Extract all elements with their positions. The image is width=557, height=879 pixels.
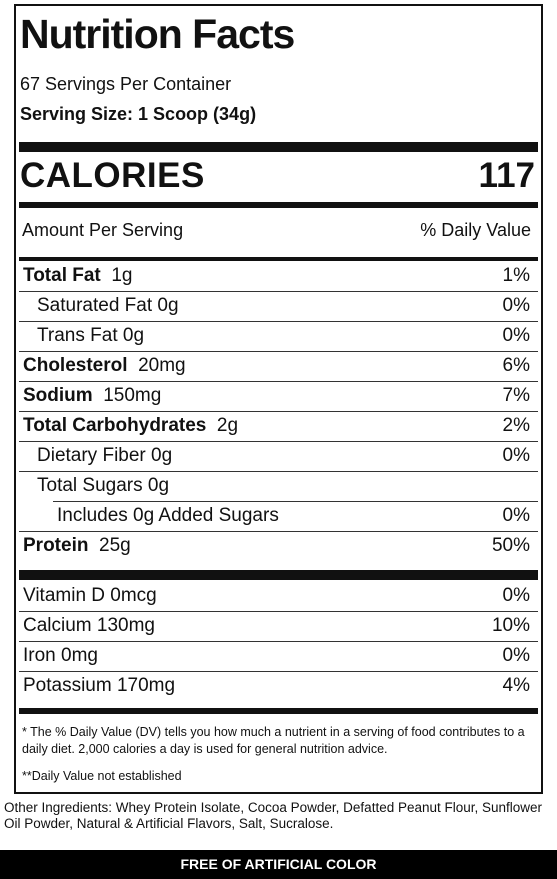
- nutrient-row-sodium: Sodium 150mg 7%: [19, 382, 538, 412]
- row-divider: [19, 411, 538, 412]
- nutrient-amount: 2g: [216, 415, 239, 436]
- vitamin-dv: 4%: [502, 675, 530, 696]
- vitamin-dv: 0%: [502, 585, 530, 606]
- vitamin-row-calcium: Calcium 130mg 10%: [19, 612, 538, 642]
- vitamin-name: Iron 0mg: [23, 645, 98, 666]
- section-divider: [19, 257, 538, 261]
- nutrient-amount: 150mg: [103, 385, 162, 406]
- nutrient-amount: Total Sugars 0g: [37, 475, 170, 496]
- nutrient-dv: 50%: [491, 535, 530, 556]
- vitamin-dv: 10%: [491, 615, 530, 636]
- nutrient-name: Total Fat: [23, 265, 101, 286]
- other-ingredients: Other Ingredients: Whey Protein Isolate,…: [4, 800, 543, 832]
- medium-divider: [19, 202, 538, 208]
- nutrient-row-dietary-fiber: Dietary Fiber 0g 0%: [19, 442, 538, 472]
- nutrient-name: Protein: [23, 535, 89, 556]
- serving-size: Serving Size: 1 Scoop (34g): [20, 104, 257, 124]
- not-established-footnote: **Daily Value not established: [22, 769, 182, 783]
- nutrient-amount: Includes 0g Added Sugars: [57, 505, 279, 526]
- vitamin-name: Calcium 130mg: [23, 615, 155, 636]
- daily-value-footnote: * The % Daily Value (DV) tells you how m…: [22, 725, 525, 756]
- nutrient-dv: 6%: [502, 355, 530, 376]
- row-divider: [19, 291, 538, 292]
- calories-label: CALORIES: [20, 156, 205, 195]
- nutrient-amount: 1g: [111, 265, 133, 286]
- vitamin-row-potassium: Potassium 170mg 4%: [19, 672, 538, 702]
- vitamin-row-vitamin-d: Vitamin D 0mcg 0%: [19, 582, 538, 612]
- nutrient-row-total-sugars: Total Sugars 0g: [19, 472, 538, 502]
- row-divider: [19, 471, 538, 472]
- nutrient-dv: 0%: [502, 295, 530, 316]
- amount-per-serving-label: Amount Per Serving: [22, 220, 184, 240]
- nutrient-dv: 0%: [502, 445, 530, 466]
- nutrition-facts-panel: Nutrition Facts 67 Servings Per Containe…: [14, 4, 543, 794]
- nutrient-row-saturated-fat: Saturated Fat 0g 0%: [19, 292, 538, 322]
- row-divider: [19, 351, 538, 352]
- nutrient-name: Total Carbohydrates: [23, 415, 207, 436]
- nutrient-amount: 20mg: [138, 355, 186, 376]
- nutrient-name: Cholesterol: [23, 355, 128, 376]
- nutrient-dv: 7%: [502, 385, 530, 406]
- nutrient-row-trans-fat: Trans Fat 0g 0%: [19, 322, 538, 352]
- row-divider: [19, 381, 538, 382]
- row-divider: [19, 531, 538, 532]
- nutrient-row-added-sugars: Includes 0g Added Sugars 0%: [19, 502, 538, 532]
- nutrient-amount: Dietary Fiber 0g: [37, 445, 173, 466]
- nutrient-amount: 25g: [99, 535, 131, 556]
- servings-per-container: 67 Servings Per Container: [20, 74, 232, 94]
- vitamin-name: Potassium 170mg: [23, 675, 176, 696]
- row-divider: [19, 441, 538, 442]
- vitamin-dv: 0%: [502, 645, 530, 666]
- nutrient-amount: Trans Fat 0g: [37, 325, 145, 346]
- daily-value-header: % Daily Value: [420, 220, 531, 240]
- row-divider: [53, 501, 538, 502]
- row-divider: [19, 611, 538, 612]
- nutrient-dv: 0%: [502, 325, 530, 346]
- free-of-artificial-color-banner: FREE OF ARTIFICIAL COLOR: [0, 850, 557, 879]
- nutrient-dv: 1%: [502, 265, 530, 286]
- row-divider: [19, 321, 538, 322]
- nutrient-name: Sodium: [23, 385, 93, 406]
- vitamin-name: Vitamin D 0mcg: [23, 585, 157, 606]
- row-divider: [19, 641, 538, 642]
- nutrient-amount: Saturated Fat 0g: [37, 295, 179, 316]
- nutrient-row-total-carbohydrates: Total Carbohydrates 2g 2%: [19, 412, 538, 442]
- row-divider: [19, 671, 538, 672]
- calories-value: 117: [478, 156, 535, 195]
- thick-divider: [19, 570, 538, 580]
- nutrient-dv: 0%: [502, 505, 530, 526]
- vitamin-row-iron: Iron 0mg 0%: [19, 642, 538, 672]
- thick-divider: [19, 142, 538, 152]
- nutrient-dv: 2%: [502, 415, 530, 436]
- panel-title: Nutrition Facts: [20, 11, 295, 57]
- medium-divider: [19, 708, 538, 714]
- nutrient-row-protein: Protein 25g 50%: [19, 532, 538, 562]
- nutrient-row-cholesterol: Cholesterol 20mg 6%: [19, 352, 538, 382]
- nutrient-row-total-fat: Total Fat 1g 1%: [19, 262, 538, 292]
